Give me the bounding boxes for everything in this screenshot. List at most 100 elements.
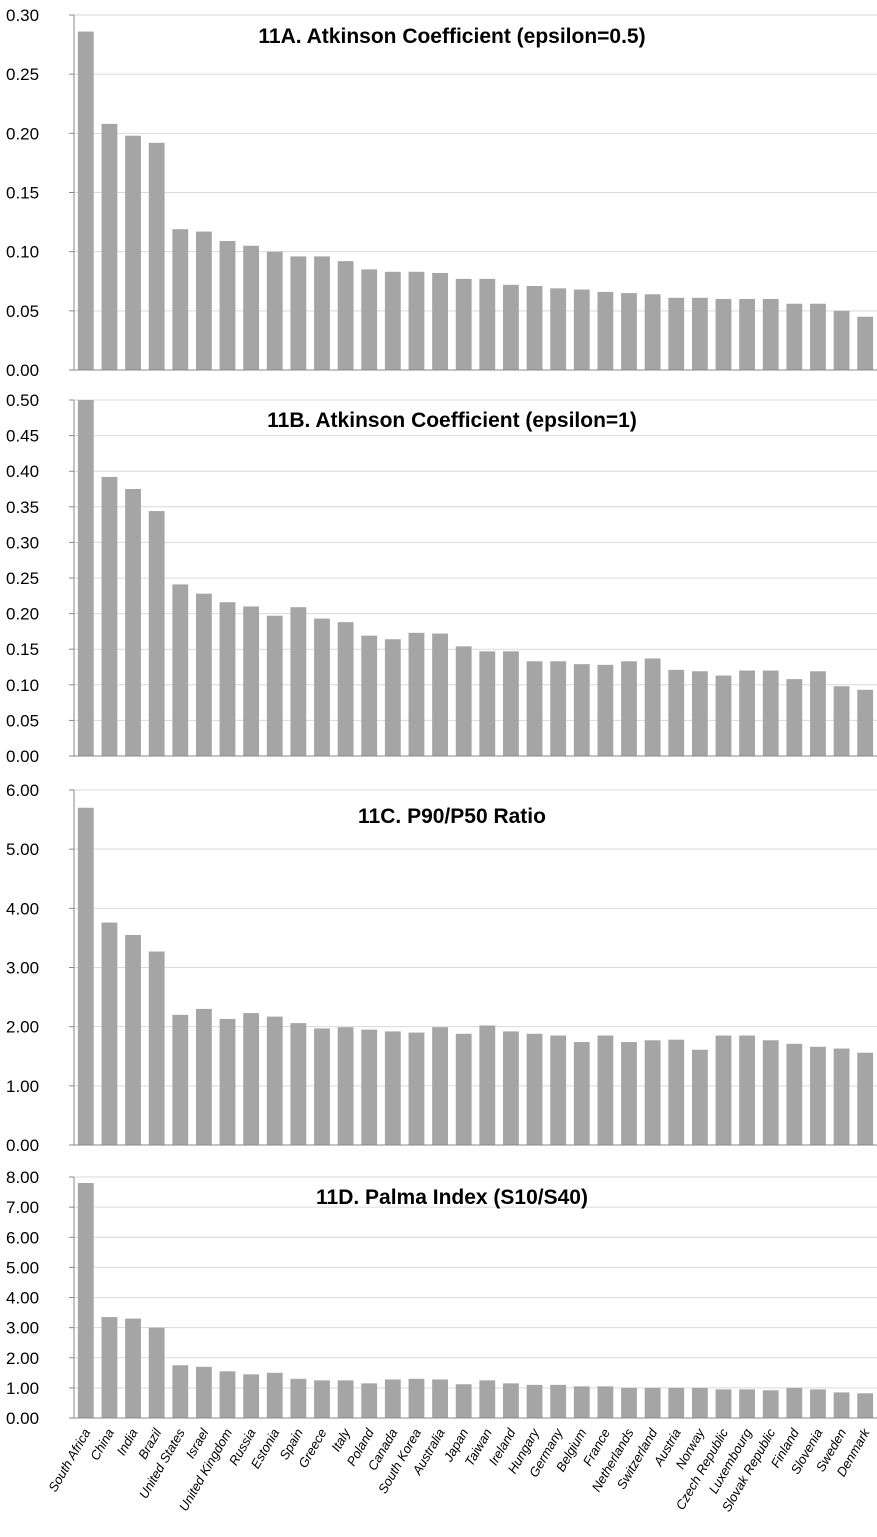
bar-denmark bbox=[857, 1052, 874, 1145]
bar-taiwan bbox=[479, 278, 496, 370]
bar-switzerland bbox=[644, 1387, 661, 1418]
bar-belgium bbox=[573, 289, 590, 370]
bar-poland bbox=[361, 269, 378, 370]
bar-canada bbox=[384, 1379, 401, 1418]
y-tick-label: 5.00 bbox=[6, 840, 39, 859]
y-tick-label: 0.00 bbox=[6, 747, 39, 766]
bar-italy bbox=[337, 1380, 354, 1418]
bar-india bbox=[125, 135, 141, 370]
bar-luxembourg bbox=[739, 1389, 756, 1418]
bar-sweden bbox=[833, 1048, 850, 1145]
bar-japan bbox=[455, 1033, 472, 1145]
y-tick-label: 0.00 bbox=[6, 1136, 39, 1155]
bar-china bbox=[101, 476, 118, 756]
bar-south-korea bbox=[408, 1378, 425, 1418]
bar-south-africa bbox=[77, 31, 94, 371]
bar-czech-republic bbox=[715, 675, 732, 756]
bar-denmark bbox=[857, 1393, 874, 1418]
bar-japan bbox=[455, 1384, 472, 1418]
bar-estonia bbox=[266, 1372, 283, 1418]
bar-canada bbox=[384, 1031, 401, 1145]
y-tick-label: 0.45 bbox=[6, 427, 39, 446]
bar-belgium bbox=[573, 664, 590, 756]
bar-india bbox=[125, 1318, 141, 1418]
bar-greece bbox=[314, 618, 330, 756]
y-tick-label: 0.20 bbox=[6, 605, 39, 624]
chart-panel-2: 0.00 0.05 0.10 0.15 0.20 0.25 0.30 0.35 0.40 0.45… bbox=[6, 391, 877, 766]
bar-italy bbox=[337, 261, 354, 370]
chart-title: 11D. Palma Index (S10/S40) bbox=[316, 1186, 588, 1209]
bar-united-kingdom bbox=[219, 1018, 236, 1145]
bar-united-kingdom bbox=[219, 602, 236, 756]
bar-germany bbox=[550, 1384, 567, 1418]
bar-france bbox=[597, 1386, 614, 1418]
bar-australia bbox=[432, 1027, 448, 1145]
bar-russia bbox=[243, 1374, 260, 1418]
x-tick-label: China bbox=[87, 1426, 117, 1463]
bar-brazil bbox=[148, 511, 165, 756]
x-tick-label: South Africa bbox=[45, 1426, 93, 1494]
y-tick-label: 0.10 bbox=[6, 676, 39, 695]
bar-south-korea bbox=[408, 632, 425, 756]
bar-spain bbox=[290, 607, 307, 756]
bar-switzerland bbox=[644, 658, 661, 756]
bar-austria bbox=[668, 1387, 685, 1418]
bar-norway bbox=[691, 1387, 708, 1418]
y-tick-label: 0.50 bbox=[6, 391, 39, 410]
bar-netherlands bbox=[621, 1042, 637, 1145]
bar-israel bbox=[195, 593, 212, 756]
bar-israel bbox=[195, 1008, 212, 1145]
bar-finland bbox=[786, 1387, 803, 1418]
bar-sweden bbox=[833, 1392, 850, 1418]
bar-greece bbox=[314, 256, 330, 370]
y-tick-label: 0.15 bbox=[6, 184, 39, 203]
y-tick-label: 4.00 bbox=[6, 899, 39, 918]
bar-luxembourg bbox=[739, 1035, 756, 1145]
bar-netherlands bbox=[621, 661, 637, 756]
y-tick-label: 1.00 bbox=[6, 1379, 39, 1398]
bar-slovak-republic bbox=[762, 670, 779, 756]
bar-hungary bbox=[526, 1384, 543, 1418]
y-tick-label: 6.00 bbox=[6, 1228, 39, 1247]
y-tick-label: 8.00 bbox=[6, 1168, 39, 1187]
bar-russia bbox=[243, 606, 260, 756]
bar-norway bbox=[691, 1049, 708, 1145]
y-tick-label: 7.00 bbox=[6, 1198, 39, 1217]
bar-denmark bbox=[857, 316, 874, 370]
bar-japan bbox=[455, 646, 472, 756]
bar-united-states bbox=[172, 1365, 189, 1418]
y-tick-label: 0.05 bbox=[6, 302, 39, 321]
y-tick-label: 0.40 bbox=[6, 462, 39, 481]
chart-panel-4: 0.00 1.00 2.00 3.00 4.00 5.00 6.00 7.00 8.00 11D.… bbox=[6, 1168, 877, 1514]
bar-france bbox=[597, 1035, 614, 1145]
chart-title: 11C. P90/P50 Ratio bbox=[358, 805, 546, 828]
bar-denmark bbox=[857, 689, 874, 756]
bar-netherlands bbox=[621, 293, 637, 370]
bar-australia bbox=[432, 633, 448, 756]
bar-italy bbox=[337, 1027, 354, 1145]
bar-austria bbox=[668, 669, 685, 756]
bar-sweden bbox=[833, 310, 850, 370]
bar-slovenia bbox=[810, 1046, 826, 1145]
bar-taiwan bbox=[479, 651, 496, 756]
bar-sweden bbox=[833, 686, 850, 756]
bar-france bbox=[597, 291, 614, 370]
bar-luxembourg bbox=[739, 670, 756, 756]
bar-norway bbox=[691, 297, 708, 370]
bar-israel bbox=[195, 1366, 212, 1418]
bar-australia bbox=[432, 1379, 448, 1418]
bar-taiwan bbox=[479, 1380, 496, 1418]
bar-finland bbox=[786, 303, 803, 370]
bar-norway bbox=[691, 671, 708, 756]
chart-panel-3: 0.00 1.00 2.00 3.00 4.00 5.00 6.00 11C. P90/P50… bbox=[6, 781, 877, 1155]
bar-south-korea bbox=[408, 271, 425, 370]
bar-south-africa bbox=[77, 400, 94, 756]
bar-finland bbox=[786, 679, 803, 756]
y-tick-label: 1.00 bbox=[6, 1077, 39, 1096]
y-tick-label: 0.25 bbox=[6, 569, 39, 588]
bar-china bbox=[101, 123, 118, 370]
bar-south-korea bbox=[408, 1032, 425, 1145]
bar-italy bbox=[337, 622, 354, 756]
bar-brazil bbox=[148, 1327, 165, 1418]
bar-poland bbox=[361, 1029, 378, 1145]
